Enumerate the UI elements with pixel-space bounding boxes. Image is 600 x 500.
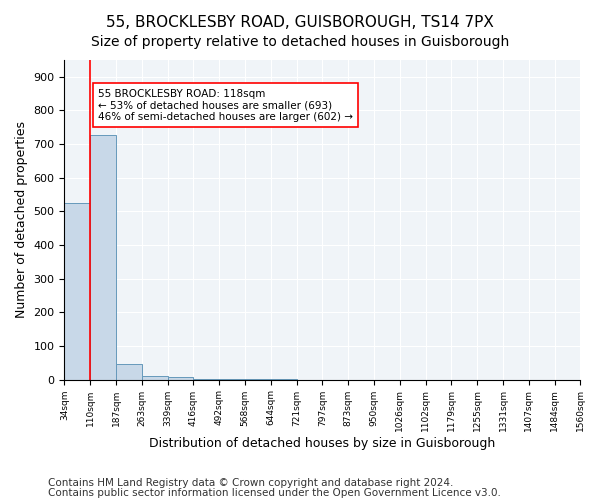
Bar: [167, 377, 193, 380]
Bar: [142, 376, 167, 380]
Text: 55, BROCKLESBY ROAD, GUISBOROUGH, TS14 7PX: 55, BROCKLESBY ROAD, GUISBOROUGH, TS14 7…: [106, 15, 494, 30]
Text: Contains public sector information licensed under the Open Government Licence v3: Contains public sector information licen…: [48, 488, 501, 498]
Bar: [90, 134, 116, 380]
Y-axis label: Number of detached properties: Number of detached properties: [15, 122, 28, 318]
Bar: [193, 379, 219, 380]
Text: Size of property relative to detached houses in Guisborough: Size of property relative to detached ho…: [91, 35, 509, 49]
Text: Contains HM Land Registry data © Crown copyright and database right 2024.: Contains HM Land Registry data © Crown c…: [48, 478, 454, 488]
X-axis label: Distribution of detached houses by size in Guisborough: Distribution of detached houses by size …: [149, 437, 496, 450]
Bar: [64, 203, 90, 380]
Bar: [116, 364, 142, 380]
Text: 55 BROCKLESBY ROAD: 118sqm
← 53% of detached houses are smaller (693)
46% of sem: 55 BROCKLESBY ROAD: 118sqm ← 53% of deta…: [98, 88, 353, 122]
